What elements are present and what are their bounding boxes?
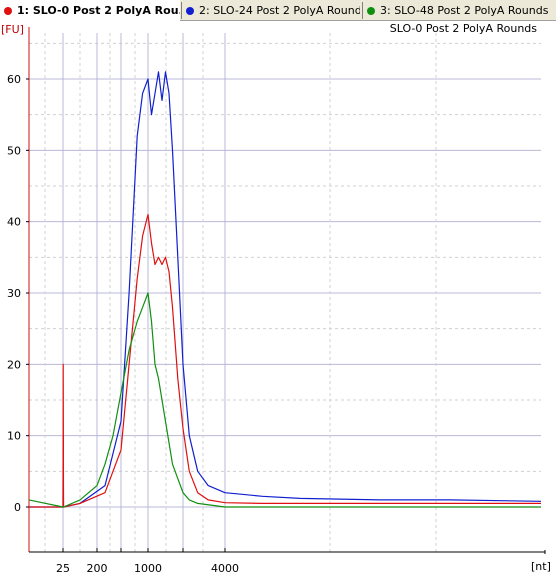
x-tick-label: 200 <box>87 562 108 575</box>
y-tick-label: 0 <box>14 501 21 514</box>
y-tick-label: 60 <box>7 73 21 86</box>
series-lines <box>28 71 542 508</box>
y-tick-label: 10 <box>7 430 21 443</box>
tab-sample-1[interactable]: 1: SLO-0 Post 2 PolyA Rou... <box>0 0 180 21</box>
y-tick-label: 40 <box>7 216 21 229</box>
tab-bar: 1: SLO-0 Post 2 PolyA Rou... 2: SLO-24 P… <box>0 0 556 21</box>
grid-lines <box>29 33 541 552</box>
sample-3-dot-icon <box>367 7 375 15</box>
x-tick-label: 4000 <box>211 562 239 575</box>
chart-title: SLO-0 Post 2 PolyA Rounds <box>390 22 538 35</box>
y-tick-label: 20 <box>7 358 21 371</box>
tab-sample-3[interactable]: 3: SLO-48 Post 2 PolyA Rounds <box>363 0 556 20</box>
sample-2-dot-icon <box>186 7 194 15</box>
x-tick-label: 25 <box>56 562 70 575</box>
y-tick-label: 30 <box>7 287 21 300</box>
tab-divider <box>181 2 182 19</box>
axes: 0 10 20 30 40 50 60 25 200 1000 4000 <box>7 27 546 575</box>
series-line-3 <box>28 292 541 508</box>
electropherogram-chart: 0 10 20 30 40 50 60 25 200 1000 4000 SLO-0 Post 2 … <box>1 22 551 575</box>
y-axis-label: [FU] <box>1 23 24 36</box>
series-line-1 <box>29 71 542 508</box>
tab-divider <box>362 2 363 19</box>
tab-label: 3: SLO-48 Post 2 PolyA Rounds <box>380 4 549 17</box>
y-tick-label: 50 <box>7 144 21 157</box>
tab-label: 1: SLO-0 Post 2 PolyA Rou... <box>17 4 180 17</box>
tab-sample-2[interactable]: 2: SLO-24 Post 2 PolyA Rounds <box>182 0 360 20</box>
sample-1-dot-icon <box>4 7 12 15</box>
tab-label: 2: SLO-24 Post 2 PolyA Rounds <box>199 4 360 17</box>
series-line-2 <box>29 213 541 508</box>
x-axis-label: [nt] <box>531 560 551 573</box>
x-tick-label: 1000 <box>134 562 162 575</box>
